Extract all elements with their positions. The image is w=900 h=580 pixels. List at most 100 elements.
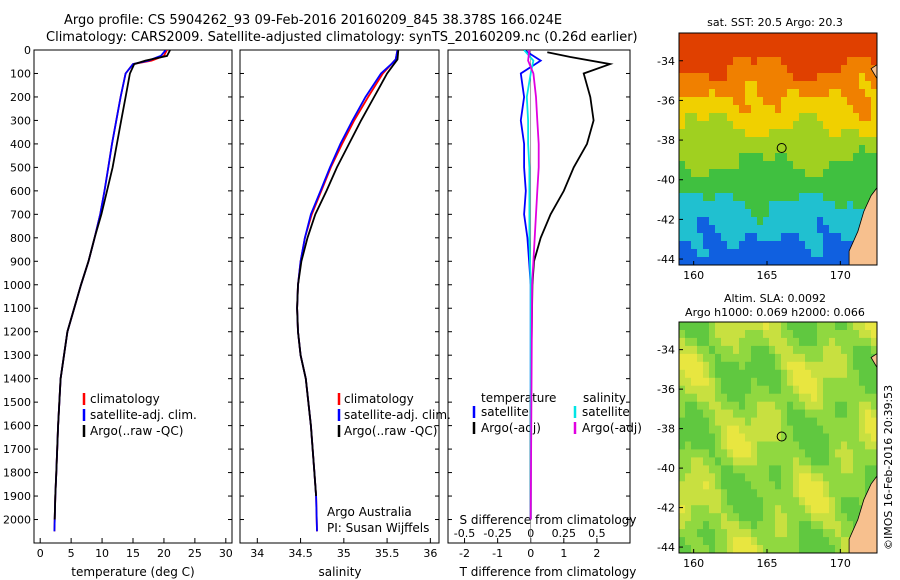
sst-map-cell — [799, 225, 806, 234]
sla-map-ytick-label: -34 — [657, 344, 675, 357]
sla-map-cell — [769, 393, 776, 403]
sst-map-cell — [745, 137, 752, 146]
sla-map-cell — [733, 353, 740, 363]
sst-map-cell — [781, 217, 788, 226]
sst-map-cell — [709, 185, 716, 194]
sla-map-cell — [781, 529, 788, 538]
sla-map-cell — [751, 481, 758, 490]
sla-map-cell — [865, 353, 872, 363]
sst-map-cell — [853, 113, 860, 122]
sst-map-cell — [703, 193, 710, 202]
sla-map-cell — [817, 417, 824, 426]
sla-map-cell — [805, 361, 812, 371]
sst-map-cell — [823, 97, 830, 106]
sst-map-cell — [817, 89, 824, 98]
sla-map-cell — [685, 449, 692, 458]
sst-map-cell — [763, 113, 770, 122]
sla-map-cell — [829, 417, 836, 426]
sst-map-cell — [769, 33, 776, 42]
sst-map-cell — [721, 225, 728, 234]
sla-map-cell — [685, 345, 692, 355]
sla-map-cell — [787, 409, 794, 418]
sla-map-cell — [697, 417, 704, 426]
sst-map-cell — [709, 65, 716, 74]
sst-map-cell — [715, 217, 722, 226]
sla-map-cell — [745, 545, 752, 554]
sla-map-cell — [853, 489, 860, 498]
sst-map-cell — [715, 129, 722, 138]
sla-map-cell — [697, 441, 704, 450]
sla-map-cell — [709, 337, 716, 347]
sst-map-cell — [685, 89, 692, 98]
sla-map-cell — [769, 473, 776, 482]
sla-map-cell — [793, 489, 800, 498]
sst-map-cell — [763, 217, 770, 226]
sla-map-cell — [751, 401, 758, 411]
sla-map-cell — [829, 409, 836, 418]
sla-map-cell — [685, 489, 692, 498]
sst-map-cell — [685, 201, 692, 210]
sla-map-cell — [787, 521, 794, 530]
sst-map-cell — [781, 193, 788, 202]
sst-map-cell — [805, 113, 812, 122]
sla-map-cell — [715, 537, 722, 546]
sst-map-cell — [679, 161, 686, 170]
sst-map-cell — [835, 65, 842, 74]
sst-map-cell — [703, 105, 710, 114]
sst-map-cell — [685, 257, 692, 266]
sla-map-cell — [859, 457, 866, 466]
sst-map-cell — [799, 41, 806, 50]
sst-map-cell — [751, 193, 758, 202]
sla-map-cell — [799, 441, 806, 450]
sst-map-cell — [721, 121, 728, 130]
sla-map-cell — [871, 361, 878, 371]
sst-map-cell — [847, 89, 854, 98]
sst-map-cell — [847, 129, 854, 138]
sla-map-cell — [793, 377, 800, 387]
sst-map-cell — [835, 137, 842, 146]
sla-map-cell — [721, 505, 728, 514]
sla-map-cell — [691, 473, 698, 482]
temperature-xtick-label: 0 — [37, 547, 44, 560]
sst-map-cell — [709, 57, 716, 66]
sst-map-cell — [805, 249, 812, 258]
sla-map-cell — [805, 497, 812, 506]
sst-map-cell — [739, 153, 746, 162]
sst-map-cell — [691, 169, 698, 178]
sst-map-cell — [793, 89, 800, 98]
sla-map-cell — [757, 361, 764, 371]
sst-map-cell — [859, 105, 866, 114]
sla-map-cell — [817, 425, 824, 434]
sla-map-cell — [715, 457, 722, 466]
sst-map-cell — [679, 201, 686, 210]
sla-map-cell — [769, 345, 776, 355]
sla-map-cell — [841, 361, 848, 371]
sla-map-cell — [715, 449, 722, 458]
sla-map-cell — [727, 377, 734, 387]
depth-tick-label: 1900 — [3, 490, 31, 503]
sla-map-cell — [853, 481, 860, 490]
sla-map-cell — [859, 441, 866, 450]
sst-map-cell — [847, 185, 854, 194]
sst-map-cell — [817, 249, 824, 258]
sst-map-ytick-label: -42 — [657, 213, 675, 226]
difference-xtick-label: 1 — [560, 547, 567, 560]
sst-map-cell — [775, 153, 782, 162]
sst-map-cell — [805, 153, 812, 162]
sst-map-cell — [859, 169, 866, 178]
sst-map-cell — [715, 89, 722, 98]
sst-map-cell — [817, 193, 824, 202]
sla-map-cell — [733, 393, 740, 403]
sst-map-cell — [835, 129, 842, 138]
sla-map-cell — [757, 322, 764, 331]
sst-map-cell — [727, 161, 734, 170]
sla-map-cell — [715, 489, 722, 498]
sla-map-cell — [799, 377, 806, 387]
sst-map-cell — [817, 97, 824, 106]
sla-map-cell — [793, 473, 800, 482]
sla-map-cell — [697, 457, 704, 466]
sst-map-cell — [847, 41, 854, 50]
sla-map-grid — [679, 322, 878, 554]
sla-map-cell — [835, 537, 842, 546]
sla-map-cell — [817, 449, 824, 458]
